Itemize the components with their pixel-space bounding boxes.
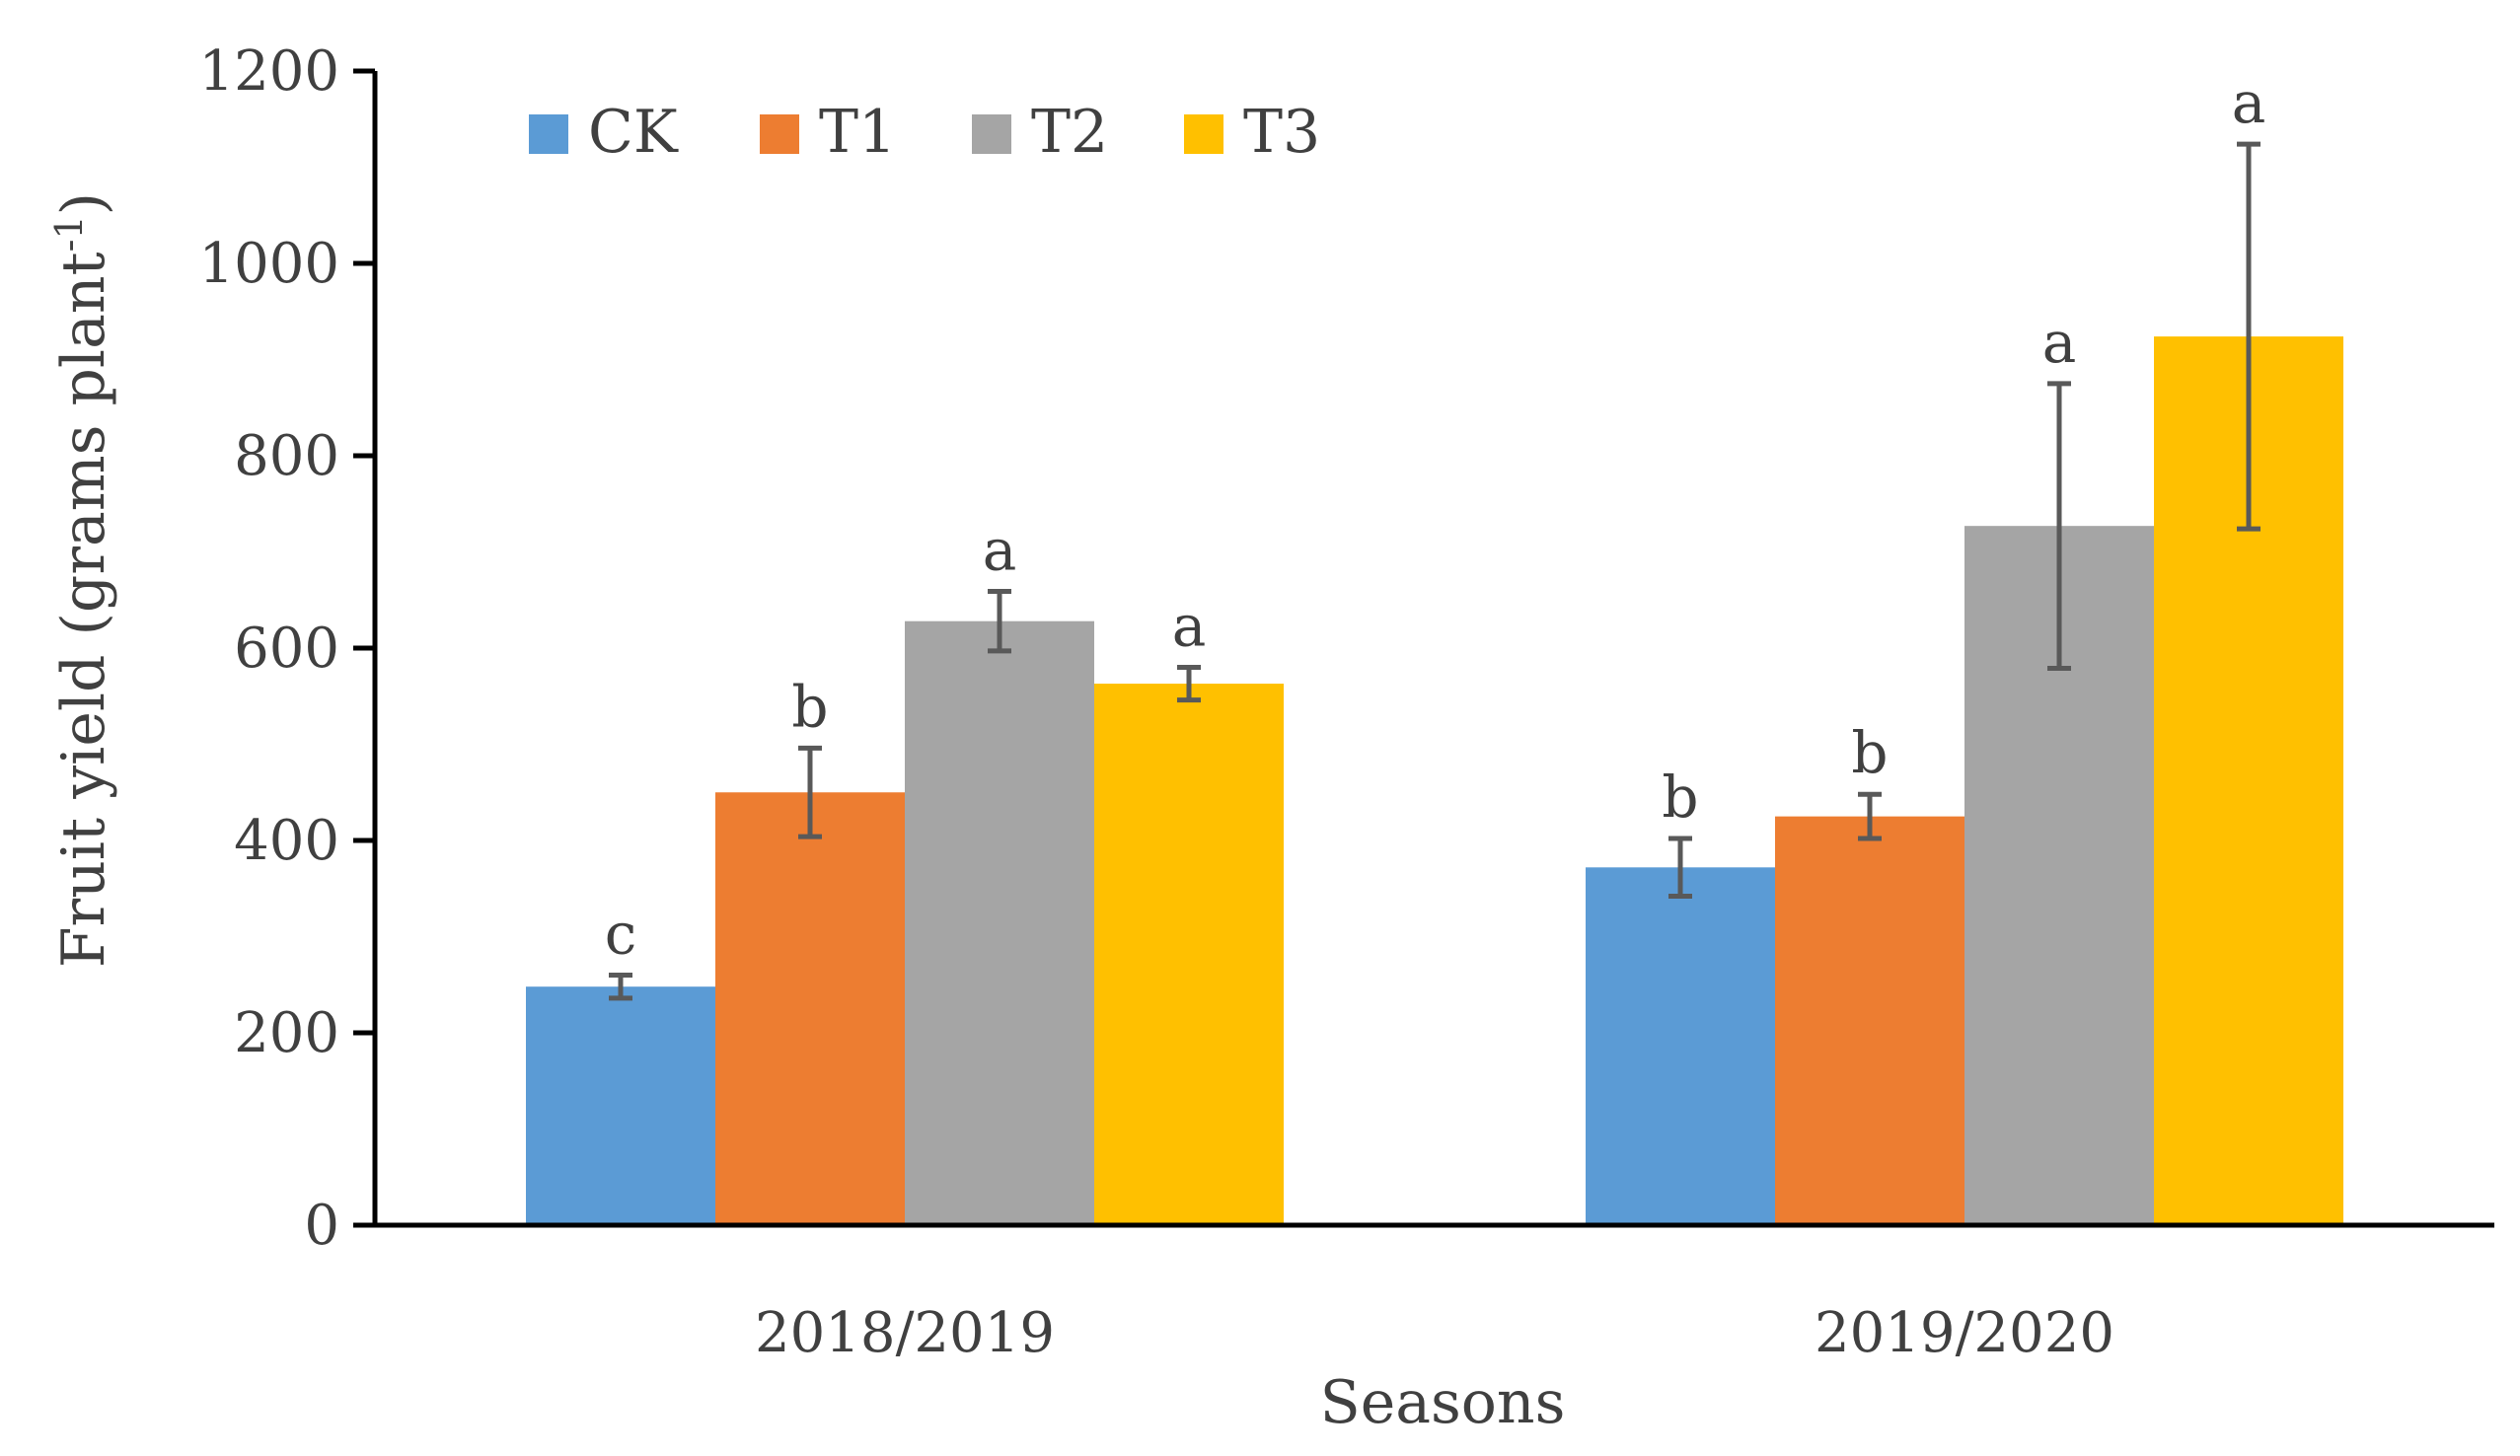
error-bars: [609, 141, 2261, 1001]
bar-T1-0: [715, 792, 905, 1225]
significance-label-T2-1: a: [2042, 309, 2077, 376]
y-tick-label-1000: 1000: [198, 232, 339, 296]
y-axis-title-suffix: ): [49, 192, 118, 215]
bar-CK-1: [1586, 867, 1775, 1225]
category-label-1: 2019/2020: [1815, 1301, 2114, 1365]
legend-label-T2: T2: [1031, 98, 1108, 167]
significance-label-T3-0: a: [1172, 593, 1207, 660]
bar-series: [526, 336, 2343, 1226]
legend-label-CK: CK: [588, 98, 679, 167]
y-axis-title-superscript: -1: [47, 215, 91, 252]
y-tick-label-1200: 1200: [198, 39, 339, 104]
y-tick-label-800: 800: [234, 424, 339, 488]
category-labels: 2018/2019 2019/2020: [755, 1301, 2114, 1365]
legend-swatch-CK: [529, 114, 568, 154]
significance-label-T1-0: b: [791, 673, 828, 740]
significance-label-CK-0: c: [605, 901, 636, 968]
y-axis-title: Fruit yield (grams plant-1): [47, 192, 118, 968]
y-axis-ticks: 0 200 400 600 800 1000 1200: [198, 39, 375, 1258]
bar-T2-0: [905, 620, 1094, 1225]
significance-label-T3-1: a: [2232, 69, 2266, 136]
significance-label-T2-0: a: [983, 516, 1017, 583]
legend-label-T3: T3: [1243, 98, 1320, 167]
significance-labels: c b a a b b a a: [605, 69, 2266, 967]
x-axis-title: Seasons: [1320, 1368, 1566, 1437]
legend-swatch-T3: [1184, 114, 1223, 154]
significance-label-T1-1: b: [1851, 719, 1888, 786]
bar-T3-0: [1094, 684, 1284, 1225]
y-tick-label-600: 600: [234, 617, 339, 681]
y-tick-label-200: 200: [234, 1001, 339, 1065]
legend-swatch-T1: [760, 114, 799, 154]
axes: [372, 71, 2494, 1228]
legend-swatch-T2: [972, 114, 1011, 154]
legend-label-T1: T1: [819, 98, 896, 167]
legend: CK T1 T2 T3: [529, 98, 1320, 167]
y-tick-label-0: 0: [304, 1194, 339, 1258]
significance-label-CK-1: b: [1662, 764, 1698, 831]
y-axis-title-main: Fruit yield (grams plant: [49, 252, 118, 968]
category-label-0: 2018/2019: [755, 1301, 1055, 1365]
bar-CK-0: [526, 986, 715, 1225]
y-tick-label-400: 400: [234, 809, 339, 873]
bar-T1-1: [1775, 816, 1964, 1225]
